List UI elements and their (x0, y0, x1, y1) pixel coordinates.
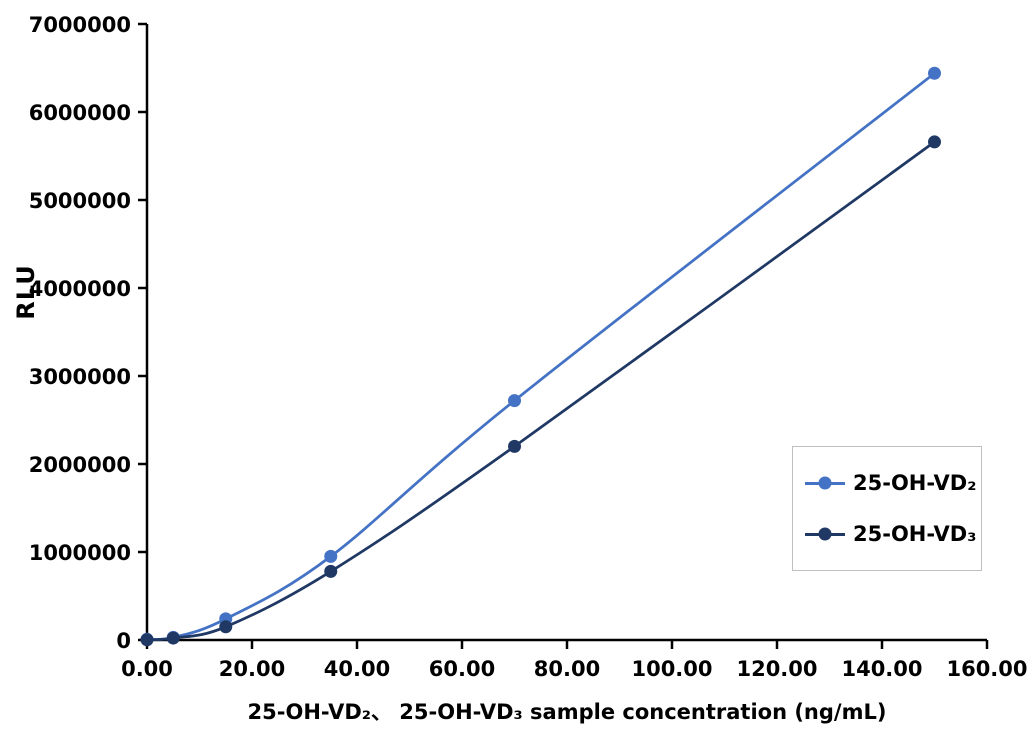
legend-item-25-oh-vd2: 25-OH-VD₂ (805, 462, 981, 504)
svg-text:60.00: 60.00 (429, 657, 495, 681)
svg-text:0: 0 (116, 629, 131, 653)
svg-text:80.00: 80.00 (534, 657, 600, 681)
svg-text:0.00: 0.00 (121, 657, 173, 681)
svg-text:140.00: 140.00 (841, 657, 922, 681)
legend: 25-OH-VD₂ 25-OH-VD₃ (792, 446, 982, 571)
series-line-marker-icon (805, 476, 845, 490)
y-axis-title: RLU (12, 264, 40, 320)
svg-text:40.00: 40.00 (324, 657, 390, 681)
svg-text:7000000: 7000000 (29, 13, 131, 37)
series-line-marker-icon (805, 527, 845, 541)
legend-label-25-oh-vd3: 25-OH-VD₃ (853, 522, 977, 546)
svg-text:4000000: 4000000 (29, 277, 131, 301)
svg-text:5000000: 5000000 (29, 189, 131, 213)
svg-text:1000000: 1000000 (29, 541, 131, 565)
svg-text:160.00: 160.00 (946, 657, 1027, 681)
legend-item-25-oh-vd3: 25-OH-VD₃ (805, 513, 981, 555)
x-axis-title: 25-OH-VD₂、 25-OH-VD₃ sample concentratio… (247, 700, 887, 724)
svg-text:6000000: 6000000 (29, 101, 131, 125)
svg-text:2000000: 2000000 (29, 453, 131, 477)
svg-text:20.00: 20.00 (219, 657, 285, 681)
svg-text:100.00: 100.00 (631, 657, 712, 681)
svg-text:120.00: 120.00 (736, 657, 817, 681)
svg-text:3000000: 3000000 (29, 365, 131, 389)
legend-label-25-oh-vd2: 25-OH-VD₂ (853, 471, 977, 495)
